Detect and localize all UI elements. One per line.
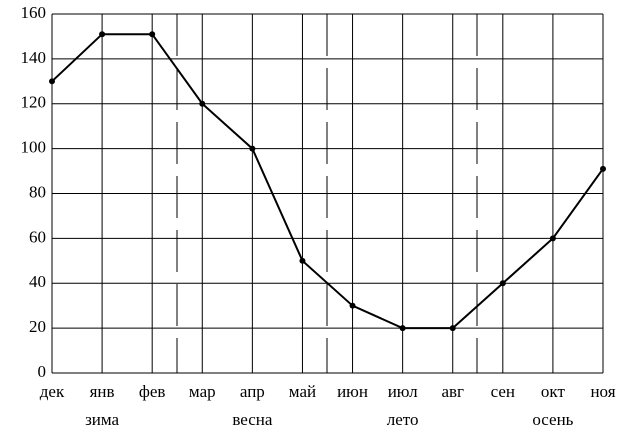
line bbox=[51, 33, 604, 330]
x-tick-label: июл bbox=[388, 382, 418, 401]
y-tick-label: 140 bbox=[21, 48, 47, 67]
x-tick-label: май bbox=[289, 382, 316, 401]
x-tick-label: авг bbox=[441, 382, 464, 401]
point bbox=[99, 31, 106, 38]
y-tick-label: 0 bbox=[38, 362, 47, 381]
season-label: зима bbox=[85, 410, 119, 429]
point bbox=[49, 78, 55, 85]
point bbox=[299, 257, 306, 264]
y-tick-label: 100 bbox=[21, 138, 47, 157]
point bbox=[600, 165, 606, 172]
season-label: лето bbox=[387, 410, 419, 429]
y-tick-label: 20 bbox=[29, 317, 46, 336]
point bbox=[549, 235, 556, 242]
season-label: осень bbox=[532, 410, 573, 429]
point bbox=[149, 31, 156, 38]
y-tick-label: 160 bbox=[21, 3, 47, 22]
x-tick-label: июн bbox=[337, 382, 368, 401]
y-tick-label: 80 bbox=[29, 182, 46, 201]
y-tick-label: 120 bbox=[21, 93, 47, 112]
x-tick-label: апр bbox=[240, 382, 265, 401]
x-tick-label: фев bbox=[139, 382, 166, 401]
point bbox=[399, 325, 406, 332]
x-tick-label: ноя bbox=[590, 382, 615, 401]
point bbox=[249, 145, 256, 152]
x-tick-label: окт bbox=[541, 382, 566, 401]
x-tick-label: мар bbox=[189, 382, 216, 401]
x-tick-label: янв bbox=[90, 382, 115, 401]
point bbox=[349, 302, 356, 309]
x-tick-label: сен bbox=[491, 382, 515, 401]
season-label: весна bbox=[232, 410, 273, 429]
x-tick-label: дек bbox=[40, 382, 65, 401]
y-tick-label: 40 bbox=[29, 272, 46, 291]
point bbox=[449, 325, 456, 332]
point bbox=[499, 280, 506, 287]
y-tick-label: 60 bbox=[29, 227, 46, 246]
point bbox=[199, 100, 206, 107]
